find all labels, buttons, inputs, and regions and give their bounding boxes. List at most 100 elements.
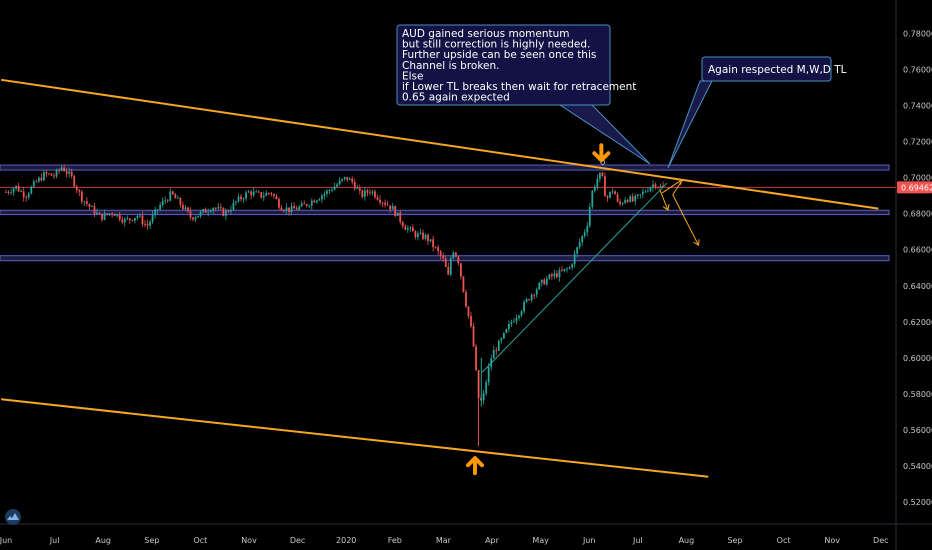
- logo-icon[interactable]: [5, 509, 21, 525]
- trendline-callout[interactable]: Again respected M,W,D TL: [667, 56, 847, 169]
- candle-body: [212, 208, 215, 211]
- candle-body: [581, 235, 584, 243]
- candle-body: [495, 350, 498, 351]
- candle-body: [571, 264, 573, 268]
- candle-body: [652, 184, 654, 188]
- candle-body: [219, 207, 222, 209]
- x-tick-label: 2020: [336, 536, 356, 545]
- candle-body: [601, 172, 604, 177]
- candle-body: [123, 218, 126, 223]
- upper-channel-line[interactable]: [0, 78, 879, 210]
- candle-body: [295, 208, 298, 210]
- candle-body: [543, 279, 546, 285]
- candle-body: [91, 206, 93, 208]
- lower-channel-line[interactable]: [1, 398, 709, 478]
- candle-body: [323, 193, 326, 196]
- candle-body: [452, 252, 455, 259]
- candle-body: [230, 209, 232, 212]
- candle-body: [32, 181, 35, 187]
- candle-body: [611, 191, 614, 193]
- time-axis[interactable]: Jun Jul Aug Sep Oct Nov Dec 2020 Feb Mar Apr May Jun…: [0, 536, 889, 545]
- candle-body: [502, 332, 505, 339]
- candle-body: [563, 268, 566, 271]
- x-tick-label: Jul: [49, 536, 60, 545]
- candle-body: [561, 270, 563, 272]
- candle-body: [133, 217, 136, 221]
- candle-body: [389, 205, 392, 210]
- candle-body: [121, 219, 124, 223]
- candle-body: [381, 202, 384, 204]
- candle-body: [98, 212, 101, 214]
- candle-body: [17, 185, 20, 192]
- candle-body: [624, 199, 627, 204]
- candle-body: [227, 210, 230, 212]
- candle-body: [533, 294, 536, 296]
- candle-body: [439, 251, 442, 257]
- callout-box: [396, 24, 611, 106]
- candle-body: [315, 200, 318, 203]
- x-tick-label: Oct: [777, 536, 791, 545]
- candle-body: [662, 185, 664, 187]
- candle-body: [232, 202, 235, 210]
- candle-body: [247, 191, 250, 193]
- candle-body: [470, 315, 472, 327]
- candle-body: [659, 185, 662, 188]
- callout-box: [701, 56, 832, 82]
- support-resistance-zone[interactable]: [0, 209, 890, 216]
- candle-body: [411, 227, 414, 232]
- candle-body: [15, 185, 18, 189]
- candle-body: [20, 191, 23, 193]
- x-tick-label: Nov: [824, 536, 840, 545]
- x-tick-label: Jun: [0, 536, 12, 545]
- candle-body: [336, 184, 338, 187]
- down-arrow-icon[interactable]: [592, 143, 611, 163]
- candle-body: [45, 172, 48, 174]
- support-resistance-zone[interactable]: [0, 164, 890, 171]
- support-resistance-zone[interactable]: [0, 255, 890, 262]
- projection-arrows[interactable]: [659, 178, 700, 247]
- candle-body: [606, 196, 609, 198]
- candle-body: [106, 213, 108, 215]
- candle-body: [437, 247, 440, 252]
- candle-body: [88, 203, 91, 207]
- candle-body: [374, 191, 376, 198]
- candle-body: [113, 214, 116, 216]
- candle-body: [376, 197, 379, 200]
- projection-path: [661, 179, 683, 194]
- candle-body: [288, 207, 290, 213]
- candle-body: [192, 217, 194, 220]
- candle-body: [260, 192, 263, 198]
- candle-body: [346, 176, 349, 180]
- candle-body: [126, 218, 129, 220]
- candle-body: [224, 210, 227, 216]
- candle-body: [341, 179, 344, 181]
- candle-body: [214, 208, 217, 209]
- lower-trendline[interactable]: [481, 182, 668, 373]
- candle-body: [566, 268, 568, 270]
- candle-body: [598, 172, 601, 179]
- candle-body: [40, 177, 43, 181]
- candle-body: [593, 186, 596, 191]
- candle-body: [406, 228, 409, 230]
- candle-body: [513, 321, 515, 323]
- candle-body: [556, 273, 558, 278]
- candle-body: [351, 178, 354, 183]
- candle-body: [96, 212, 98, 214]
- candle-body: [285, 207, 288, 211]
- x-tick-label: May: [532, 536, 549, 545]
- candle-body: [308, 205, 311, 207]
- candle-body: [348, 178, 351, 180]
- callout-text-line: Else: [402, 70, 423, 82]
- candle-body: [111, 213, 114, 215]
- candle-body: [290, 206, 293, 213]
- candle-body: [576, 247, 579, 254]
- up-arrow-icon[interactable]: [465, 456, 484, 476]
- x-tick-label: Aug: [95, 536, 111, 545]
- candle-body: [371, 191, 374, 193]
